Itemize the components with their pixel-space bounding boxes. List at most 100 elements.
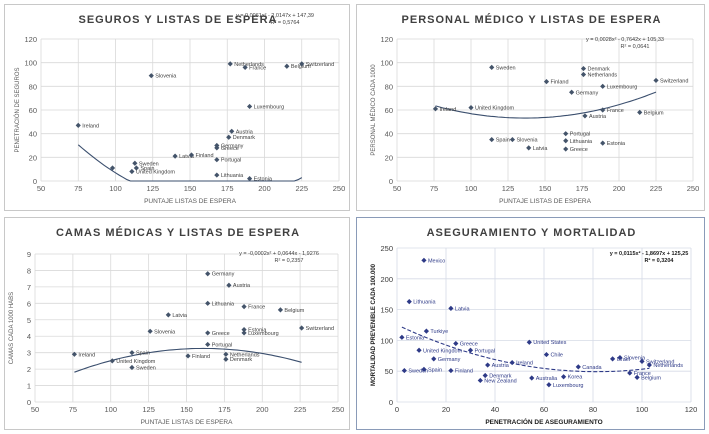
x-tick-label: 75 xyxy=(69,405,77,414)
y-tick-label: 2 xyxy=(27,365,31,374)
data-point xyxy=(416,347,422,353)
y-axis-title: MORTALIDAD PREVENIBLE CADA 100.000 xyxy=(371,263,377,386)
data-point xyxy=(489,64,495,70)
data-point xyxy=(226,134,232,140)
data-label: Slovenia xyxy=(154,329,176,335)
data-label: Netherlands xyxy=(587,73,617,79)
data-point xyxy=(129,350,135,356)
x-tick-label: 125 xyxy=(142,405,155,414)
data-point xyxy=(563,131,569,137)
data-point xyxy=(227,61,233,67)
data-point xyxy=(489,136,495,143)
data-label: Finland xyxy=(195,153,213,159)
data-point xyxy=(132,160,138,166)
x-axis-title: PUNTAJE LISTAS DE ESPERA xyxy=(144,198,237,205)
data-point xyxy=(299,61,305,67)
x-tick-label: 175 xyxy=(221,184,234,193)
data-label: Germany xyxy=(576,90,599,96)
data-label: Lithuania xyxy=(212,301,235,307)
x-tick-label: 150 xyxy=(539,184,552,193)
chart-panel-personal: PERSONAL MÉDICO Y LISTAS DE ESPERA 0 20 40 6… xyxy=(356,4,705,211)
data-point xyxy=(600,107,606,113)
data-label: Denmark xyxy=(489,374,512,380)
y-tick-label: 100 xyxy=(380,59,393,68)
data-point xyxy=(165,312,171,318)
y-tick-label: 9 xyxy=(27,250,31,259)
x-tick-label: 100 xyxy=(465,184,478,193)
y-tick-label: 8 xyxy=(27,266,31,275)
y-tick-label: 120 xyxy=(380,35,393,44)
data-point xyxy=(575,364,581,370)
trendline xyxy=(77,144,303,182)
data-label: Denmark xyxy=(230,357,253,363)
data-point xyxy=(448,305,454,311)
data-point xyxy=(600,140,606,146)
data-label: United States xyxy=(533,340,566,346)
y-tick-label: 0 xyxy=(33,177,37,186)
y-tick-label: 100 xyxy=(380,336,393,345)
data-point xyxy=(241,330,247,336)
x-tick-label: 250 xyxy=(332,405,345,414)
data-point xyxy=(284,63,290,69)
data-label: Greece xyxy=(212,331,230,337)
y-axis-title: PERSONAL MÉDICO CADA 1000 xyxy=(370,64,377,156)
y-axis-title: PENETRACIÓN DE SEGUROS xyxy=(14,67,21,152)
data-point xyxy=(75,122,81,128)
y-tick-label: 4 xyxy=(27,332,31,341)
data-label: Spain xyxy=(136,351,150,357)
data-point xyxy=(563,146,569,152)
data-point xyxy=(423,328,429,334)
x-tick-label: 225 xyxy=(294,405,307,414)
data-label: Switzerland xyxy=(306,326,334,332)
trendline xyxy=(401,326,650,373)
data-point xyxy=(582,113,588,119)
x-tick-label: 225 xyxy=(295,184,308,193)
y-tick-label: 60 xyxy=(29,106,37,115)
data-point xyxy=(214,172,220,178)
trendline-equation: y = 0,0115x² - 1,8697x + 125,25 xyxy=(610,250,689,257)
data-label: Germany xyxy=(212,272,235,278)
y-tick-label: 0 xyxy=(389,398,393,407)
data-point xyxy=(453,340,459,347)
data-label: Sweden xyxy=(136,365,156,371)
x-tick-label: 125 xyxy=(146,184,159,193)
data-point xyxy=(468,105,474,111)
data-label: United Kingdom xyxy=(475,106,515,112)
data-point xyxy=(467,347,474,353)
data-label: United Kingdom xyxy=(136,170,176,176)
x-tick-label: 200 xyxy=(613,184,626,193)
x-tick-label: 50 xyxy=(37,184,45,193)
data-label: Netherlands xyxy=(653,363,683,369)
x-tick-label: 75 xyxy=(430,184,438,193)
data-point xyxy=(482,372,488,379)
x-tick-label: 175 xyxy=(576,184,589,193)
x-tick-label: 200 xyxy=(256,405,269,414)
data-label: New Zealand xyxy=(484,378,516,384)
data-label: Chile xyxy=(550,353,563,359)
data-point xyxy=(543,351,550,358)
y-tick-label: 120 xyxy=(24,35,37,44)
data-label: Austria xyxy=(589,114,607,120)
data-label: France xyxy=(634,371,651,377)
data-label: Lithuania xyxy=(221,173,244,179)
data-point xyxy=(223,351,229,357)
data-label: Ireland xyxy=(82,123,99,129)
data-label: Sweden xyxy=(139,161,159,167)
data-point xyxy=(509,136,516,143)
y-tick-label: 250 xyxy=(380,244,393,253)
data-label: Finland xyxy=(455,369,473,375)
y-tick-label: 80 xyxy=(385,82,393,91)
data-point xyxy=(205,341,211,348)
chart-panel-seguros: SEGUROS Y LISTAS DE ESPERA 0 20 40 60 80 100 12… xyxy=(4,4,350,211)
data-label: Ireland xyxy=(516,361,533,367)
data-point xyxy=(617,355,623,361)
data-point xyxy=(205,330,211,336)
data-point xyxy=(148,73,154,79)
data-label: Finland xyxy=(550,80,568,86)
data-label: Switzerland xyxy=(646,359,674,365)
x-tick-label: 150 xyxy=(180,405,193,414)
chart-svg: SEGUROS Y LISTAS DE ESPERA 0 20 40 60 80 100 12… xyxy=(14,13,345,205)
trendline-equation: y = 0,0061x² - 2,0147x + 147,39 xyxy=(236,13,314,19)
chart-title: PERSONAL MÉDICO Y LISTAS DE ESPERA xyxy=(402,13,662,26)
x-tick-label: 60 xyxy=(540,405,548,414)
